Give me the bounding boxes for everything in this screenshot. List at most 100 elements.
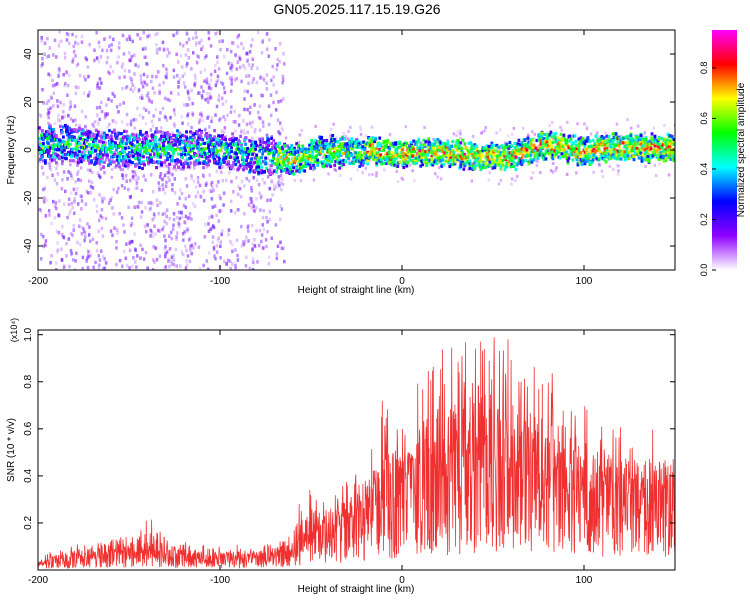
spectrogram-noise-speck — [130, 221, 134, 226]
spectrogram-noise-speck — [90, 180, 94, 185]
spectrogram-cell — [165, 137, 168, 141]
spectrogram-noise-speck — [77, 85, 80, 90]
spectrogram-cell — [213, 135, 216, 139]
spectrogram-cell — [459, 164, 463, 169]
spectrogram-cell — [569, 146, 573, 150]
spectrogram-cell — [279, 146, 283, 150]
spectrogram-cell — [81, 133, 84, 138]
spectrogram-noise-speck — [530, 130, 534, 134]
spectrogram-cell — [590, 160, 594, 165]
spectrogram-cell — [264, 149, 268, 153]
spectrogram-cell — [287, 152, 291, 157]
spectrogram-cell — [298, 156, 302, 160]
spectrogram-cell — [67, 145, 70, 149]
spectrogram-cell — [648, 139, 652, 143]
spectrogram-cell — [454, 155, 458, 159]
spectrogram-noise-speck — [281, 78, 285, 82]
spectrogram-cell — [293, 152, 297, 156]
spectrogram-noise-speck — [100, 109, 104, 114]
spectrogram-cell — [148, 148, 151, 153]
spectrogram-noise-speck — [256, 66, 259, 71]
spectrogram-noise-speck — [130, 55, 133, 59]
spectrogram-noise-speck — [144, 122, 148, 126]
spectrogram-cell — [166, 131, 169, 135]
spectrogram-noise-speck — [87, 249, 90, 254]
spectrogram-noise-speck — [213, 204, 217, 208]
spectrogram-noise-speck — [212, 225, 216, 230]
spectrogram-noise-speck — [211, 215, 215, 220]
spectrogram-cell — [486, 148, 490, 152]
spectrogram-noise-speck — [128, 178, 132, 183]
spectrogram-noise-speck — [207, 86, 211, 90]
spectrogram-noise-speck — [162, 47, 166, 51]
spectrogram-noise-speck — [168, 171, 172, 176]
spectrogram-noise-speck — [77, 42, 80, 46]
spectrogram-cell — [643, 141, 647, 145]
spectrogram-cell — [42, 159, 45, 163]
spectrogram-cell — [494, 160, 498, 164]
spectrogram-noise-speck — [74, 35, 78, 39]
spectrogram-cell — [278, 149, 282, 153]
spectrogram-noise-speck — [258, 228, 262, 233]
spectrogram-noise-speck — [498, 128, 502, 132]
spectrogram-noise-speck — [109, 198, 112, 202]
spectrogram-cell — [658, 152, 662, 156]
spectrogram-cell — [167, 151, 170, 156]
spectrogram-noise-speck — [138, 113, 142, 118]
spectrogram-noise-speck — [185, 32, 189, 37]
spectrogram-noise-speck — [192, 246, 195, 250]
spectrogram-cell — [144, 141, 147, 145]
spectrogram-noise-speck — [276, 63, 279, 67]
spectrogram-cell — [567, 145, 571, 150]
spectrogram-cell — [335, 151, 339, 155]
spectrogram-noise-speck — [200, 47, 203, 52]
spectrogram-noise-speck — [60, 39, 63, 43]
spectrogram-cell — [141, 133, 144, 137]
spectrogram-cell — [312, 141, 316, 145]
spectrogram-noise-speck — [503, 141, 507, 145]
spectrogram-noise-speck — [140, 81, 143, 85]
spectrogram-noise-speck — [84, 115, 88, 119]
spectrogram-noise-speck — [161, 212, 165, 216]
spectrogram-noise-speck — [250, 189, 253, 193]
spectrogram-cell — [326, 146, 330, 150]
spectrogram-cell — [264, 162, 268, 166]
spectrogram-noise-speck — [101, 48, 104, 53]
spectrogram-cell — [72, 151, 75, 155]
spectrogram-cell — [213, 157, 216, 162]
spectrogram-noise-speck — [281, 128, 285, 132]
spectrogram-cell — [534, 146, 538, 150]
spectrogram-noise-speck — [238, 57, 242, 61]
spectrogram-noise-speck — [69, 104, 73, 108]
spectrogram-cell — [281, 145, 285, 149]
spectrogram-noise-speck — [166, 97, 170, 102]
spectrogram-cell — [237, 138, 240, 142]
spectrogram-cell — [333, 163, 337, 167]
spectrogram-noise-speck — [636, 124, 640, 128]
spectrogram-noise-speck — [97, 218, 101, 223]
spectrogram-noise-speck — [178, 131, 181, 135]
spectrogram-noise-speck — [667, 173, 671, 177]
spectrogram-noise-speck — [86, 254, 90, 258]
spectrogram-cell — [595, 148, 599, 152]
spectrogram-cell — [135, 163, 138, 167]
spectrogram-noise-speck — [85, 149, 88, 153]
spectrogram-noise-speck — [123, 75, 126, 79]
spectrogram-noise-speck — [224, 178, 228, 183]
spectrogram-noise-speck — [268, 210, 272, 214]
spectrogram-cell — [283, 163, 287, 167]
spectrogram-noise-speck — [149, 206, 152, 211]
spectrogram-cell — [558, 156, 562, 160]
spectrogram-cell — [390, 151, 394, 155]
spectrogram-noise-speck — [280, 181, 283, 185]
spectrogram-cell — [405, 164, 409, 168]
spectrogram-noise-speck — [173, 124, 176, 128]
spectrogram-noise-speck — [69, 252, 73, 257]
spectrogram-cell — [234, 162, 237, 166]
spectrogram-cell — [39, 137, 42, 141]
spectrogram-noise-speck — [152, 258, 155, 262]
spectrogram-cell — [71, 138, 74, 142]
spectrogram-cell — [159, 130, 162, 134]
spectrogram-cell — [317, 143, 321, 148]
spectrogram-noise-speck — [208, 92, 211, 96]
